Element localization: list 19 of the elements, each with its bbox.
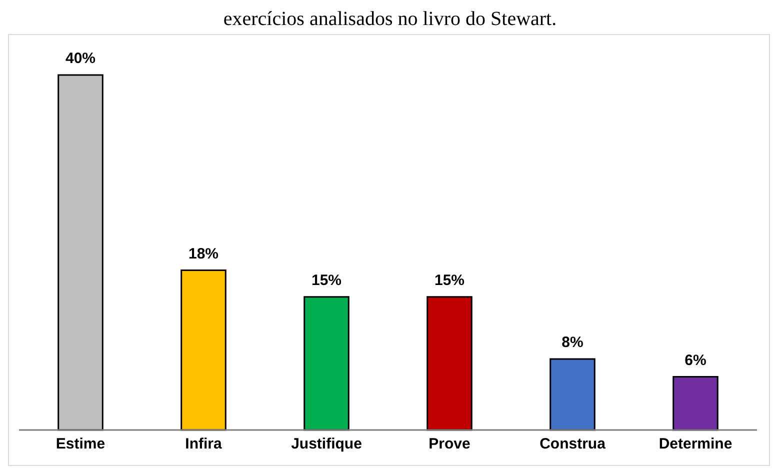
data-label: 6% xyxy=(684,352,706,369)
data-label: 15% xyxy=(311,272,342,289)
x-tick-label: Construa xyxy=(540,436,606,453)
data-label: 8% xyxy=(562,334,584,351)
x-tick-label: Estime xyxy=(56,436,106,453)
x-tick-label: Prove xyxy=(428,436,470,453)
x-tick-label: Justifique xyxy=(291,436,362,453)
x-tick-label: Determine xyxy=(658,436,732,453)
x-tick-label: Infira xyxy=(185,436,222,453)
bar xyxy=(304,296,350,431)
bar xyxy=(426,296,472,431)
chart-title: exercícios analisados no livro do Stewart. xyxy=(222,8,558,32)
bar xyxy=(58,74,104,431)
data-label: 15% xyxy=(434,272,465,289)
bar xyxy=(180,270,226,431)
bar xyxy=(550,358,596,431)
bar xyxy=(672,376,718,431)
data-label: 18% xyxy=(188,245,219,262)
data-label: 40% xyxy=(65,50,96,67)
